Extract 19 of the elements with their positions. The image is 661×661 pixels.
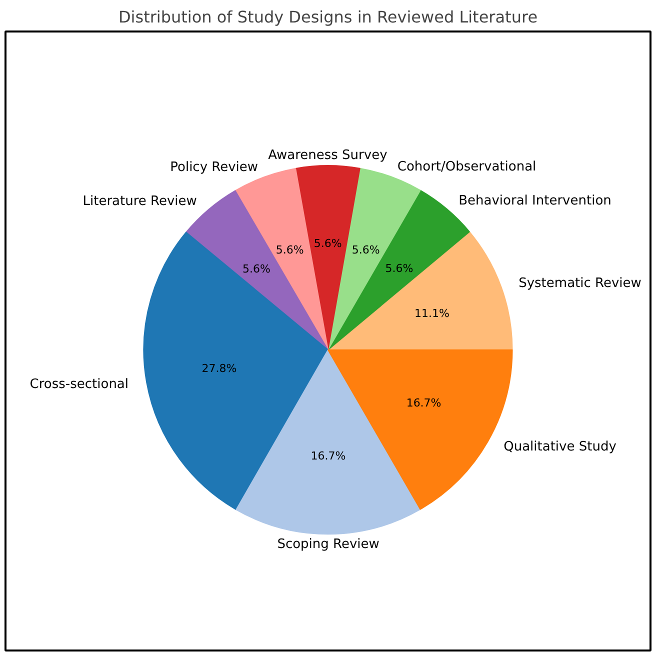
data-label: 5.6% — [242, 262, 270, 276]
data-label: 16.7% — [406, 396, 442, 410]
chart-title: Distribution of Study Designs in Reviewed Literature — [118, 8, 538, 26]
data-label: 11.1% — [414, 307, 450, 320]
slice-label: Cross-sectional — [30, 376, 129, 392]
slice-label: Policy Review — [170, 160, 258, 175]
slice-label: Cohort/Observational — [397, 160, 536, 175]
data-label: 5.6% — [314, 237, 342, 250]
data-label: 5.6% — [385, 262, 414, 276]
slice-label: Awareness Survey — [268, 148, 388, 163]
data-label: 5.6% — [276, 244, 304, 257]
slice-label: Systematic Review — [518, 276, 642, 292]
slice-label: Behavioral Intervention — [458, 194, 612, 209]
data-label: 5.6% — [352, 244, 380, 257]
slice-label: Qualitative Study — [504, 440, 617, 455]
data-label: 16.7% — [310, 449, 346, 462]
data-label: 27.8% — [202, 362, 237, 376]
slice-label: Literature Review — [82, 194, 198, 209]
slice-label: Scoping Review — [277, 536, 380, 552]
